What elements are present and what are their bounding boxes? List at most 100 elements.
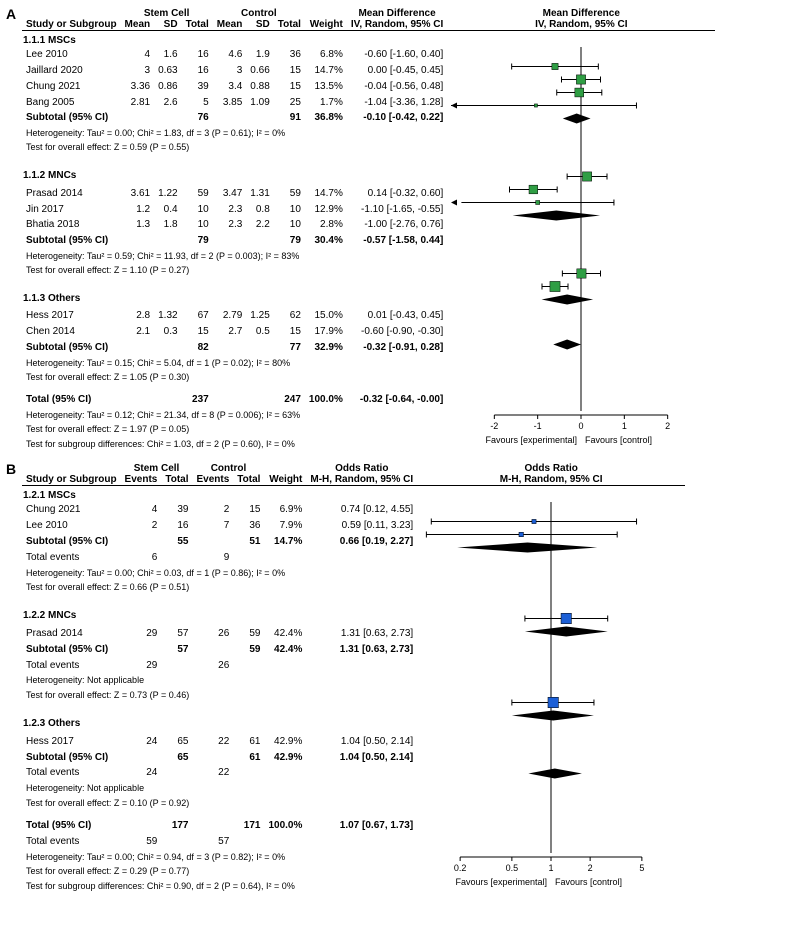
- cell: Total events: [22, 834, 121, 850]
- svg-text:1: 1: [549, 863, 554, 873]
- cell: 67: [182, 308, 213, 324]
- hdr-effect: Odds Ratio: [306, 463, 417, 474]
- cell: 0.5: [246, 324, 273, 340]
- cell: 32.9%: [305, 340, 347, 356]
- cell: 10: [182, 217, 213, 233]
- cell: 0.00 [-0.45, 0.45]: [347, 63, 447, 79]
- cell: Total events: [22, 765, 121, 781]
- cell: [121, 641, 162, 657]
- cell: 3.4: [213, 79, 247, 95]
- stats-text: Test for overall effect: Z = 0.66 (P = 0…: [22, 580, 417, 594]
- cell: 0.63: [154, 63, 181, 79]
- cell: Bhatia 2018: [22, 217, 121, 233]
- cell: 15: [233, 502, 264, 518]
- svg-text:Favours [experimental]: Favours [experimental]: [486, 435, 578, 445]
- cell: [246, 110, 273, 126]
- cell: 10: [182, 201, 213, 217]
- cell: 29: [121, 626, 162, 642]
- col-header: Weight: [305, 19, 347, 31]
- hdr-stemcell: Stem Cell: [121, 463, 193, 474]
- cell: [154, 340, 181, 356]
- cell: Total events: [22, 550, 121, 566]
- col-header: Mean: [121, 19, 155, 31]
- cell: 1.22: [154, 185, 181, 201]
- cell: 24: [121, 765, 162, 781]
- cell: 2: [121, 518, 162, 534]
- cell: Subtotal (95% CI): [22, 233, 121, 249]
- cell: Subtotal (95% CI): [22, 110, 121, 126]
- cell: Subtotal (95% CI): [22, 340, 121, 356]
- cell: 57: [161, 641, 192, 657]
- cell: 36: [233, 518, 264, 534]
- stats-text: Test for overall effect: Z = 0.59 (P = 0…: [22, 140, 447, 154]
- cell: [306, 550, 417, 566]
- cell: 2.8: [121, 308, 155, 324]
- panel-letter: A: [6, 6, 16, 22]
- cell: 3.85: [213, 94, 247, 110]
- cell: [213, 110, 247, 126]
- cell: Subtotal (95% CI): [22, 749, 121, 765]
- svg-text:2: 2: [588, 863, 593, 873]
- stats-text: Test for subgroup differences: Chi² = 0.…: [22, 878, 417, 893]
- cell: 6.9%: [264, 502, 306, 518]
- hdr-control: Control: [213, 8, 305, 19]
- cell: 2.79: [213, 308, 247, 324]
- cell: 1.04 [0.50, 2.14]: [306, 749, 417, 765]
- col-header: M-H, Random, 95% CI: [306, 474, 417, 486]
- group-title: 1.2.3 Others: [22, 710, 685, 733]
- cell: [306, 657, 417, 673]
- group-title: 1.2.2 MNCs: [22, 602, 685, 625]
- cell: [121, 534, 162, 550]
- cell: 0.74 [0.12, 4.55]: [306, 502, 417, 518]
- cell: [264, 834, 306, 850]
- cell: Prasad 2014: [22, 185, 121, 201]
- cell: Subtotal (95% CI): [22, 534, 121, 550]
- cell: [121, 110, 155, 126]
- cell: 1.7%: [305, 94, 347, 110]
- svg-text:Favours [control]: Favours [control]: [555, 877, 622, 887]
- cell: 42.4%: [264, 626, 306, 642]
- cell: 0.8: [246, 201, 273, 217]
- cell: 0.3: [154, 324, 181, 340]
- cell: Prasad 2014: [22, 626, 121, 642]
- cell: 2.2: [246, 217, 273, 233]
- cell: 22: [193, 733, 234, 749]
- cell: 82: [182, 340, 213, 356]
- cell: 0.4: [154, 201, 181, 217]
- cell: [264, 657, 306, 673]
- stats-text: Test for overall effect: Z = 1.05 (P = 0…: [22, 370, 447, 384]
- cell: 1.2: [121, 201, 155, 217]
- cell: 25: [274, 94, 305, 110]
- svg-text:0.5: 0.5: [506, 863, 519, 873]
- cell: 2.6: [154, 94, 181, 110]
- stats-text: Heterogeneity: Tau² = 0.15; Chi² = 5.04,…: [22, 355, 447, 369]
- cell: Total (95% CI): [22, 818, 121, 834]
- cell: Jaillard 2020: [22, 63, 121, 79]
- stats-text: Test for overall effect: Z = 0.10 (P = 0…: [22, 795, 417, 809]
- cell: [213, 340, 247, 356]
- cell: [193, 818, 234, 834]
- panel-letter: B: [6, 461, 16, 477]
- cell: [161, 834, 192, 850]
- cell: [233, 765, 264, 781]
- col-header: SD: [246, 19, 273, 31]
- cell: 15: [274, 63, 305, 79]
- cell: 2.8%: [305, 217, 347, 233]
- cell: -1.04 [-3.36, 1.28]: [347, 94, 447, 110]
- stats-text: Heterogeneity: Not applicable: [22, 673, 417, 687]
- cell: [154, 233, 181, 249]
- cell: [264, 765, 306, 781]
- cell: 17.9%: [305, 324, 347, 340]
- cell: Total events: [22, 657, 121, 673]
- cell: 10: [274, 201, 305, 217]
- cell: 61: [233, 749, 264, 765]
- cell: [161, 765, 192, 781]
- cell: 9: [193, 550, 234, 566]
- cell: 12.9%: [305, 201, 347, 217]
- svg-text:2: 2: [665, 421, 670, 431]
- col-header: SD: [154, 19, 181, 31]
- cell: 10: [274, 217, 305, 233]
- cell: [121, 233, 155, 249]
- cell: 14.7%: [305, 185, 347, 201]
- cell: 55: [161, 534, 192, 550]
